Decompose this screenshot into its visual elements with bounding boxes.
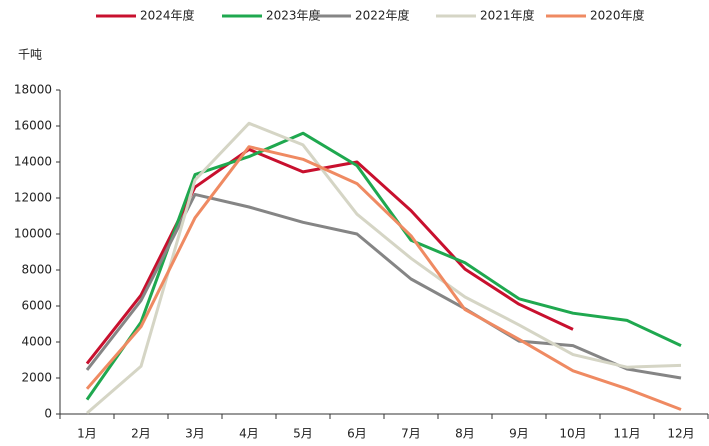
y-tick-label: 2000 — [21, 371, 52, 385]
x-tick-label: 7月 — [401, 427, 421, 441]
legend-label: 2020年度 — [590, 8, 645, 23]
y-axis-label: 千吨 — [18, 48, 42, 62]
x-tick-label: 3月 — [185, 427, 205, 441]
y-tick-label: 14000 — [14, 155, 52, 169]
legend-label: 2023年度 — [266, 8, 321, 23]
x-tick-label: 5月 — [293, 427, 313, 441]
y-tick-label: 12000 — [14, 191, 52, 205]
y-tick-label: 16000 — [14, 119, 52, 133]
legend-label: 2022年度 — [355, 8, 410, 23]
x-tick-label: 8月 — [455, 427, 475, 441]
x-tick-label: 12月 — [667, 427, 694, 441]
y-tick-label: 6000 — [21, 299, 52, 313]
x-tick-label: 10月 — [559, 427, 586, 441]
series-line — [86, 121, 682, 415]
y-tick-label: 8000 — [21, 263, 52, 277]
x-tick-label: 9月 — [509, 427, 529, 441]
x-tick-label: 4月 — [239, 427, 259, 441]
y-tick-label: 0 — [44, 407, 52, 421]
x-tick-label: 1月 — [77, 427, 97, 441]
y-tick-label: 18000 — [14, 83, 52, 97]
legend-label: 2024年度 — [140, 8, 195, 23]
series-line — [85, 145, 682, 411]
x-tick-label: 2月 — [131, 427, 151, 441]
y-tick-label: 10000 — [14, 227, 52, 241]
legend-label: 2021年度 — [480, 8, 535, 23]
series-line — [85, 131, 682, 401]
x-tick-label: 6月 — [347, 427, 367, 441]
x-tick-label: 11月 — [613, 427, 640, 441]
series-line — [85, 147, 574, 365]
y-tick-label: 4000 — [21, 335, 52, 349]
